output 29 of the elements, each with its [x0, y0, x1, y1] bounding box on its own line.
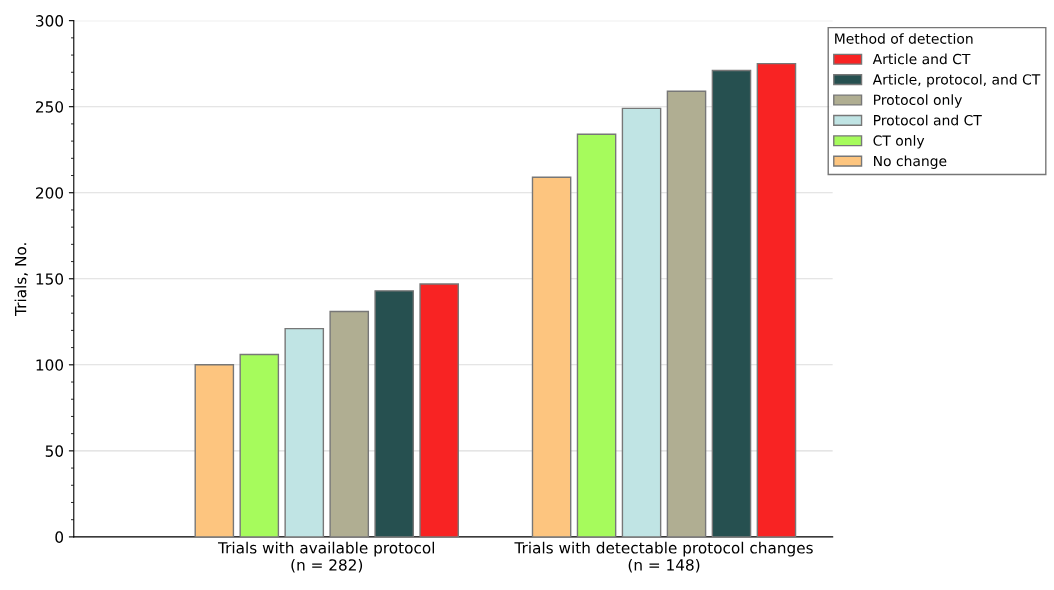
x-tick-label: Trials with detectable protocol changes (n = 148)	[514, 541, 813, 573]
bar	[419, 283, 459, 537]
legend-label: Protocol only	[874, 94, 963, 108]
y-tick-label: 0	[55, 531, 64, 543]
legend-label: No change	[874, 155, 947, 169]
bar	[711, 69, 752, 537]
y-tick-label: 50	[45, 445, 64, 457]
y-tick-label: 150	[36, 273, 64, 285]
bar	[666, 90, 707, 537]
bar	[756, 62, 797, 537]
legend-label: Article, protocol, and CT	[872, 73, 1041, 88]
bar	[239, 353, 280, 537]
legend-label: Protocol and CT	[874, 114, 982, 126]
x-tick-label: Trials with available protocol (n = 282)	[217, 541, 435, 573]
bar	[576, 133, 617, 537]
bar	[329, 310, 370, 537]
y-tick-label: 250	[36, 101, 64, 113]
bar	[374, 290, 415, 537]
legend-label: CT only	[873, 135, 925, 149]
bar	[194, 364, 235, 537]
legend-label: Article and CT	[872, 53, 971, 65]
bar	[621, 107, 662, 537]
legend-title: Method of detection	[835, 33, 973, 44]
bar	[284, 327, 325, 537]
y-axis-title: Trials, No.	[14, 243, 28, 316]
bar	[531, 176, 572, 537]
y-tick-label: 100	[36, 359, 64, 371]
y-tick-label: 200	[36, 187, 64, 199]
y-tick-label: 300	[36, 15, 64, 27]
